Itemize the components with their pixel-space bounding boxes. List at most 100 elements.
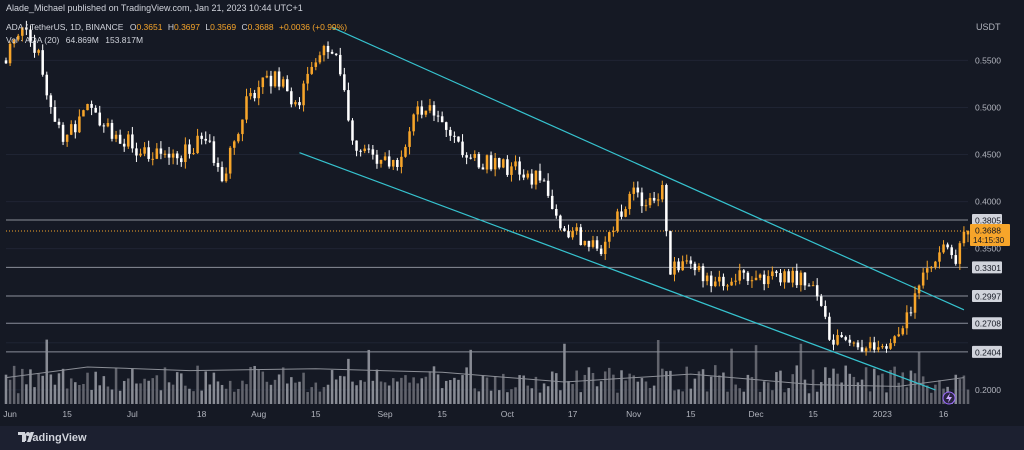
volume-bar — [705, 391, 709, 404]
volume-bar — [86, 372, 89, 404]
volume-bar — [921, 376, 925, 404]
y-tick-label: 0.2000 — [975, 385, 1001, 395]
candle — [514, 155, 517, 171]
candle — [652, 191, 656, 204]
candle — [330, 49, 334, 55]
candle — [306, 66, 309, 91]
candle — [620, 204, 623, 220]
volume-bar — [799, 343, 803, 404]
candle — [905, 305, 909, 335]
candle — [722, 273, 725, 291]
volume-bar — [640, 378, 644, 404]
candle — [355, 140, 358, 157]
volume-bar — [591, 372, 595, 404]
open-label: O — [130, 22, 137, 32]
candle — [489, 151, 493, 172]
tradingview-logo-icon[interactable] — [6, 430, 46, 444]
time-axis[interactable]: Jun 15 Jul 18 Aug 15 Sep 15 Oct 17 Nov 15 Dec 15 2023 1… — [3, 409, 948, 419]
candle — [245, 88, 248, 124]
level-price-tag: 0.3805 — [972, 213, 1002, 226]
candle — [571, 227, 574, 240]
candle — [819, 293, 823, 307]
candle — [167, 146, 171, 165]
candle — [868, 336, 872, 352]
candle — [387, 150, 391, 169]
svg-text:0.2708: 0.2708 — [975, 319, 1001, 329]
svg-text:0.3688: 0.3688 — [975, 225, 1001, 235]
volume-bar — [587, 367, 591, 404]
volume-bar — [21, 368, 24, 404]
candle — [322, 44, 326, 62]
price-axis[interactable]: 0.3805 0.3301 0.2997 0.2708 0.2404 0.5500 0.50… — [970, 55, 1010, 395]
volume-bar — [188, 388, 191, 404]
candle — [4, 57, 8, 64]
volume-bar — [750, 376, 754, 404]
descending-channel[interactable] — [299, 26, 965, 391]
candle — [216, 157, 220, 172]
volume-bar — [722, 372, 725, 404]
volume-bar — [196, 365, 199, 404]
candles — [4, 20, 970, 356]
candle — [453, 131, 456, 143]
tradingview-brand[interactable]: TradingView — [22, 432, 87, 444]
volume-bar — [546, 386, 550, 404]
volume-bar — [917, 351, 921, 404]
candle — [669, 230, 672, 275]
volume-bar — [783, 392, 786, 404]
candle — [563, 226, 566, 232]
candle — [754, 270, 758, 281]
volume-bar — [432, 366, 436, 404]
volume-bar — [114, 367, 118, 404]
volume-bar — [485, 377, 489, 404]
candle — [440, 111, 444, 123]
candle — [624, 206, 627, 218]
volume-bar — [493, 376, 497, 404]
volume-bar — [118, 390, 122, 404]
volume-bar — [420, 378, 424, 404]
candle — [840, 331, 843, 338]
volume-bar — [860, 379, 864, 404]
x-tick-label: Dec — [748, 409, 764, 419]
candle — [147, 140, 150, 162]
candle — [432, 101, 436, 122]
candle — [155, 143, 159, 160]
volume-bar — [326, 384, 330, 404]
candle — [477, 152, 481, 169]
channel-upper-line[interactable] — [331, 26, 965, 311]
candle — [257, 80, 260, 106]
candle — [889, 338, 892, 350]
volume-bar — [644, 381, 648, 404]
volume-bar — [726, 391, 729, 404]
channel-lower-line[interactable] — [299, 152, 936, 391]
x-tick-label: 15 — [686, 409, 696, 419]
low-label: L — [205, 22, 210, 32]
svg-text:0.2404: 0.2404 — [975, 347, 1001, 357]
volume-bar — [824, 367, 827, 404]
candle — [212, 136, 216, 166]
volume-bar — [648, 387, 652, 404]
candle — [718, 270, 721, 287]
candle — [632, 181, 636, 201]
candle — [367, 144, 371, 154]
volume-bar — [400, 377, 403, 404]
volume-bar — [53, 384, 57, 404]
volume-bar — [567, 381, 570, 404]
volume-bar — [718, 375, 721, 404]
candle — [848, 334, 852, 347]
volume-bar — [322, 387, 326, 404]
volume-bar — [237, 388, 240, 404]
indicator-badge[interactable] — [942, 391, 956, 405]
volume-bar — [387, 385, 391, 404]
symbol-label: ADA / TetherUS, 1D, BINANCE — [6, 22, 124, 32]
svg-text:0.3805: 0.3805 — [975, 215, 1001, 225]
level-price-tag: 0.2997 — [972, 290, 1002, 303]
candle — [958, 241, 962, 270]
horizontal-levels[interactable] — [6, 219, 968, 353]
candle — [705, 272, 709, 286]
candle — [37, 48, 40, 56]
volume-bars — [4, 339, 970, 404]
volume-bar — [779, 370, 782, 404]
candle — [860, 339, 864, 353]
volume-bar — [661, 368, 664, 404]
